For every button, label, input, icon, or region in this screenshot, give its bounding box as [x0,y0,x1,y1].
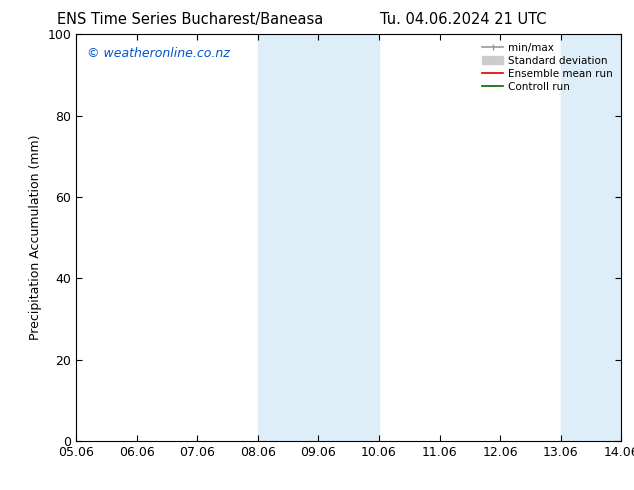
Y-axis label: Precipitation Accumulation (mm): Precipitation Accumulation (mm) [29,135,42,341]
Bar [258,34,379,441]
Legend: min/max, Standard deviation, Ensemble mean run, Controll run: min/max, Standard deviation, Ensemble me… [479,40,616,95]
Bar [560,34,634,441]
Text: Tu. 04.06.2024 21 UTC: Tu. 04.06.2024 21 UTC [380,12,546,27]
Text: ENS Time Series Bucharest/Baneasa: ENS Time Series Bucharest/Baneasa [57,12,323,27]
Text: © weatheronline.co.nz: © weatheronline.co.nz [87,47,230,59]
